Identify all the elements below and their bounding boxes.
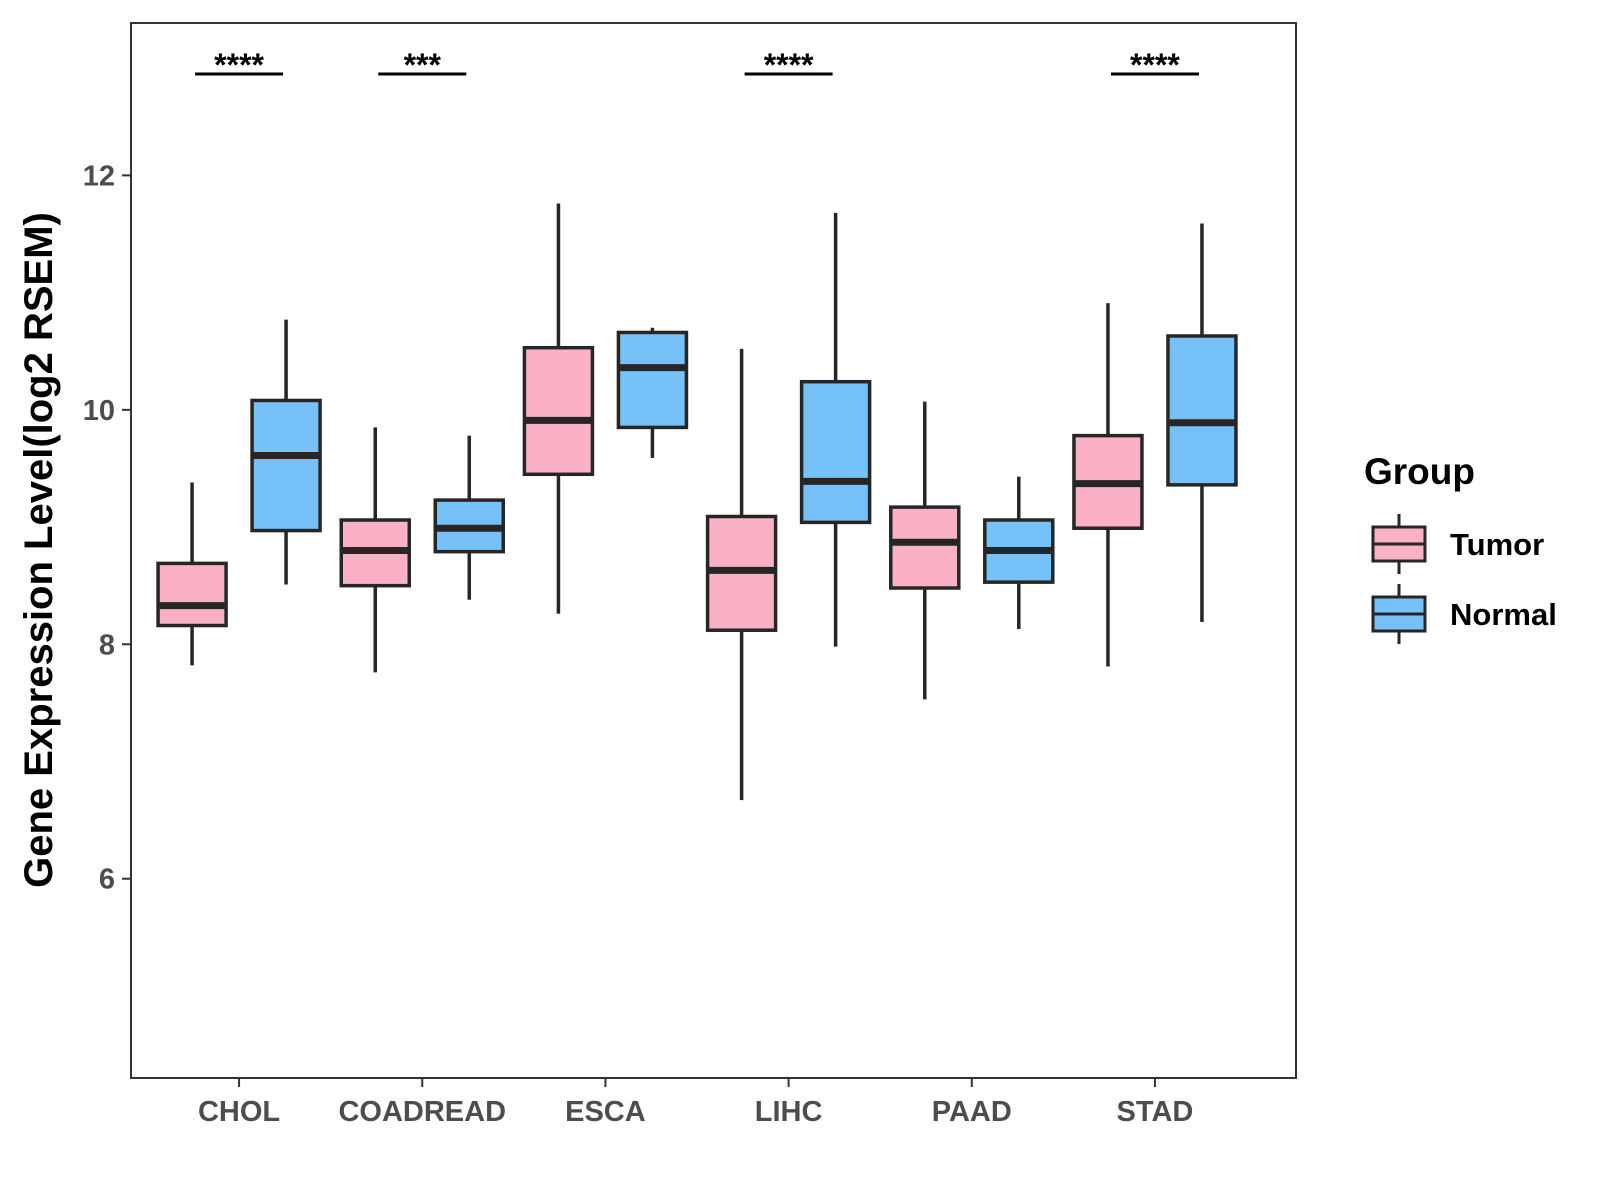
y-tick-label-8: 8 [99,629,115,661]
legend: Group Tumor Normal [1364,451,1557,644]
box-normal-chol [250,319,322,585]
x-tick-label-esca: ESCA [565,1096,646,1128]
significance-annotations: **** *** **** **** [195,47,1199,83]
y-tick-label-12: 12 [83,160,115,192]
x-tick-label-lihc: LIHC [755,1096,823,1128]
legend-title: Group [1364,451,1475,492]
series-normal [250,212,1238,647]
y-axis: 6 8 10 12 [83,160,131,896]
box-tumor-stad [1072,303,1144,667]
significance-label: **** [214,47,264,83]
significance-chol: **** [195,47,284,83]
significance-lihc: **** [744,47,833,83]
box-tumor-paad [889,401,961,700]
box-normal-coadread [433,435,505,600]
x-axis: CHOL COADREAD ESCA LIHC PAAD STAD [198,1078,1193,1128]
box-normal-esca [616,327,689,458]
legend-item-tumor: Tumor [1371,514,1544,574]
box-iqr [1166,334,1238,487]
plot-panel-border [130,22,1297,1079]
series-tumor [156,203,1144,801]
legend-item-normal: Normal [1371,584,1557,644]
y-tick-label-6: 6 [99,864,115,896]
significance-stad: **** [1110,47,1199,83]
x-tick-label-stad: STAD [1117,1096,1194,1128]
x-tick-label-paad: PAAD [932,1096,1012,1128]
box-iqr [522,345,595,477]
box-iqr [616,330,689,430]
significance-label: **** [764,47,814,83]
box-tumor-lihc [705,348,778,801]
legend-label-tumor: Tumor [1450,527,1544,562]
y-tick-label-10: 10 [83,395,115,427]
box-tumor-esca [522,203,595,614]
x-tick-label-chol: CHOL [198,1096,280,1128]
box-iqr [156,561,228,628]
box-normal-lihc [799,212,872,647]
box-iqr [889,505,961,590]
y-axis-title: Gene Expression Level(log2 RSEM) [17,212,61,888]
box-tumor-chol [156,482,228,666]
box-tumor-coadread [339,427,411,673]
box-normal-stad [1166,223,1238,623]
box-normal-paad [983,476,1055,630]
box-iqr [799,379,872,525]
plot-area: **** *** **** **** [156,47,1238,801]
x-tick-label-coadread: COADREAD [338,1096,506,1128]
legend-label-normal: Normal [1450,597,1557,632]
significance-coadread: *** [378,47,467,83]
box-iqr [250,398,322,533]
significance-label: **** [1130,47,1180,83]
significance-label: *** [404,47,442,83]
